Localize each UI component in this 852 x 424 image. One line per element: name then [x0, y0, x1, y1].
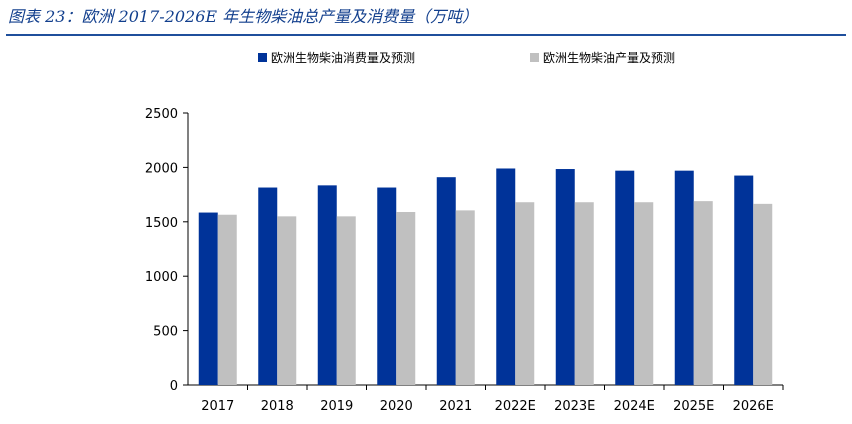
consumption-bar [317, 185, 337, 385]
title-divider [6, 34, 846, 36]
y-tick-label: 1500 [145, 216, 178, 231]
production-bar [336, 216, 356, 385]
consumption-bar [734, 175, 754, 385]
production-bar [753, 203, 773, 385]
production-bar [217, 214, 237, 385]
legend-label: 欧洲生物柴油产量及预测 [543, 51, 675, 65]
y-tick-label: 2000 [145, 161, 178, 176]
consumption-bar [615, 170, 635, 385]
x-tick-label: 2025E [673, 399, 714, 414]
legend-swatch [530, 53, 539, 62]
x-tick-label: 2018 [261, 399, 294, 414]
x-tick-label: 2019 [320, 399, 353, 414]
production-bar [515, 202, 535, 385]
legend-label: 欧洲生物柴油消费量及预测 [271, 51, 415, 65]
consumption-bar [377, 187, 397, 385]
x-tick-label: 2017 [201, 399, 234, 414]
y-tick-label: 2500 [145, 107, 178, 122]
production-bar [277, 216, 297, 385]
consumption-bar [674, 170, 694, 385]
x-tick-label: 2020 [380, 399, 413, 414]
y-tick-label: 500 [153, 325, 178, 340]
x-tick-label: 2024E [614, 399, 655, 414]
consumption-bar [198, 212, 218, 385]
x-tick-label: 2026E [733, 399, 774, 414]
consumption-bar [258, 187, 278, 385]
y-tick-label: 1000 [145, 270, 178, 285]
consumption-bar [436, 177, 456, 385]
x-tick-label: 2021 [439, 399, 472, 414]
figure-title: 图表 23：欧洲 2017-2026E 年生物柴油总产量及消费量（万吨） [8, 7, 479, 26]
production-bar [396, 212, 416, 385]
consumption-bar [555, 169, 575, 385]
production-bar [455, 210, 475, 385]
y-tick-label: 0 [170, 379, 178, 394]
x-tick-label: 2022E [495, 399, 536, 414]
production-bar [634, 202, 654, 385]
production-bar [574, 202, 594, 385]
production-bar [693, 201, 713, 385]
consumption-bar [496, 168, 516, 385]
x-tick-label: 2023E [554, 399, 595, 414]
legend-swatch [258, 53, 267, 62]
